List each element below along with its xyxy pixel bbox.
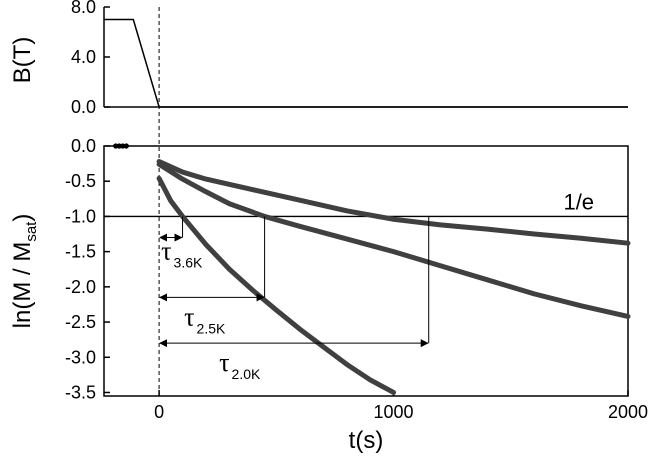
top-panel: 0.0 4.0 8.0 B(T) (9, 0, 628, 117)
top-y-tick-label: 8.0 (71, 0, 96, 17)
bottom-y-tick-label: -1.5 (65, 242, 96, 262)
bottom-x-axis-label: t(s) (349, 427, 384, 454)
bottom-y-tick-label: -3.0 (65, 347, 96, 367)
bottom-x-tick-label: 0 (154, 402, 164, 422)
bottom-x-tick-label: 1000 (374, 402, 414, 422)
tau-label: τ 3.6K (161, 237, 203, 271)
marker-point (123, 143, 129, 149)
bottom-y-tick-label: -2.0 (65, 277, 96, 297)
tau-symbol: τ (219, 348, 229, 377)
decay-series-line-3-6k (156, 175, 397, 395)
decay-series-line-2k (156, 158, 631, 246)
ylabel-sub: sat (23, 221, 40, 242)
bottom-y-tick-label: -0.5 (65, 171, 96, 191)
tau-subscript: 3.6K (174, 255, 203, 271)
bottom-y-axis-label: ln(M / Msat) (9, 214, 40, 329)
field-series-line (104, 18, 628, 108)
decay-series (156, 158, 631, 395)
tau-subscript: 2.5K (197, 320, 226, 336)
bottom-x-ticks: 0 1000 2000 (154, 390, 648, 422)
bottom-y-tick-label: 0.0 (71, 136, 96, 156)
decay-series-line-2-5k (156, 161, 631, 319)
bottom-plot-frame (103, 145, 629, 397)
top-y-ticks: 0.0 4.0 8.0 (71, 0, 110, 117)
bottom-y-ticks: 0.0 -0.5 -1.0 -1.5 -2.0 -2.5 -3.0 -3.5 (65, 136, 110, 402)
tau-symbol: τ (184, 302, 194, 331)
tau-label: τ 2.0K (219, 348, 261, 382)
tau-symbol: τ (161, 237, 171, 266)
bottom-y-tick-label: -1.0 (65, 206, 96, 226)
bottom-y-tick-label: -3.5 (65, 382, 96, 402)
top-y-tick-label: 4.0 (71, 47, 96, 67)
marker-points (113, 143, 129, 149)
tau-label: τ 2.5K (184, 302, 226, 336)
bottom-x-tick-label: 2000 (608, 402, 648, 422)
bottom-panel: 0.0 -0.5 -1.0 -1.5 -2.0 -2.5 -3.0 -3.5 0 1000 200… (9, 136, 648, 454)
reference-line-label: 1/e (563, 189, 594, 214)
ylabel-main: ln(M / M (9, 242, 36, 329)
bottom-y-tick-label: -2.5 (65, 312, 96, 332)
top-y-tick-label: 0.0 (71, 97, 96, 117)
time-constant-annotations: τ 3.6Kτ 2.5Kτ 2.0K (159, 216, 430, 382)
tau-subscript: 2.0K (232, 366, 261, 382)
ylabel-close: ) (9, 214, 36, 222)
top-y-axis-label: B(T) (9, 37, 36, 84)
